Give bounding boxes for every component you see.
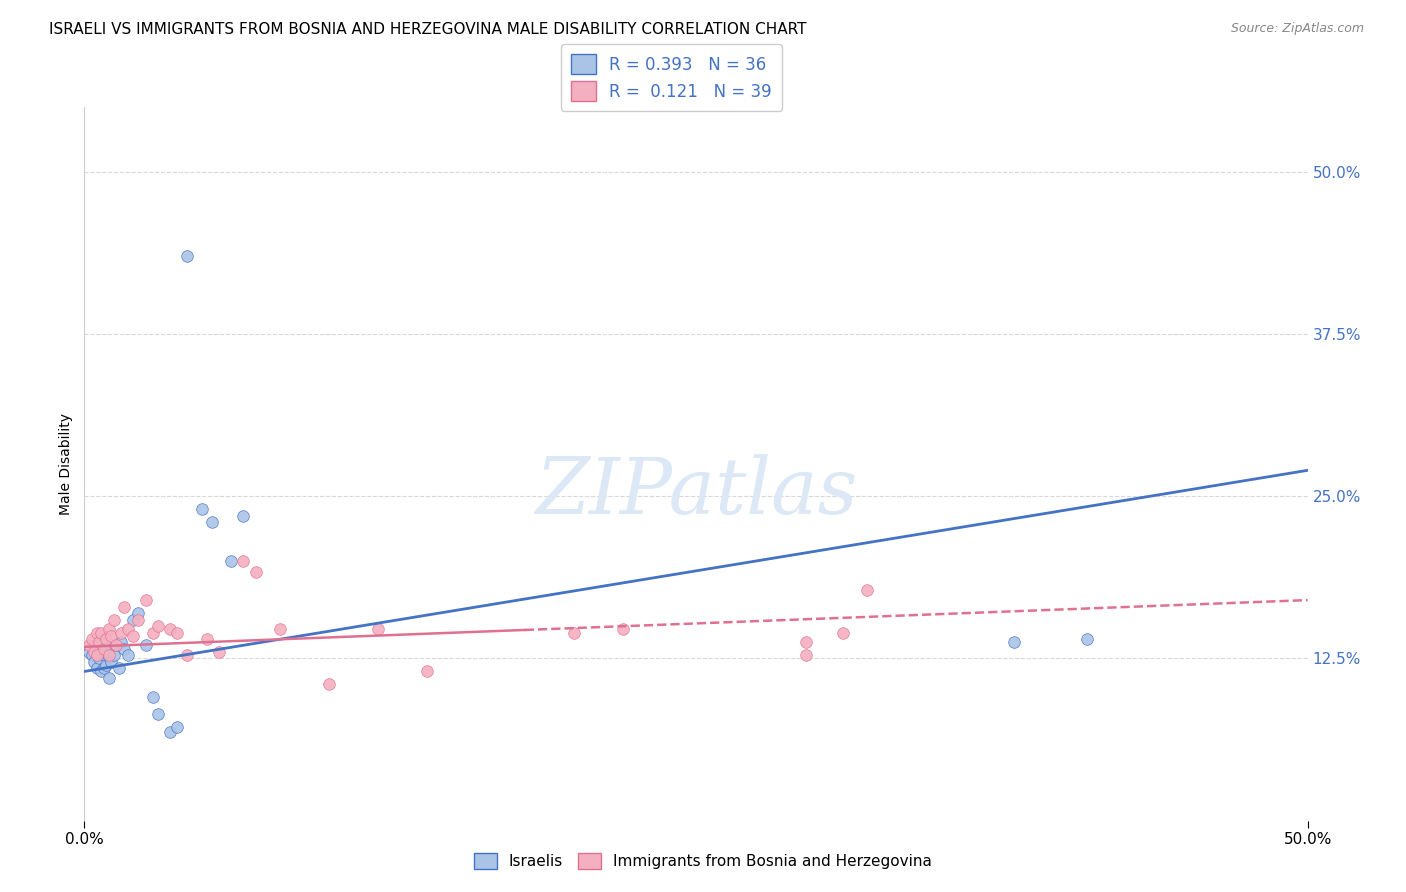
- Point: [200, 515, 222, 529]
- Point: [269, 622, 291, 636]
- Point: [245, 565, 267, 579]
- Point: [86, 625, 108, 640]
- Point: [831, 625, 853, 640]
- Point: [103, 648, 125, 662]
- Legend: R = 0.393   N = 36, R =  0.121   N = 39: R = 0.393 N = 36, R = 0.121 N = 39: [561, 44, 782, 112]
- Point: [232, 554, 254, 568]
- Point: [166, 625, 188, 640]
- Point: [87, 651, 110, 665]
- Point: [100, 629, 122, 643]
- Point: [105, 639, 128, 653]
- Point: [103, 613, 125, 627]
- Point: [195, 632, 218, 646]
- Point: [159, 622, 181, 636]
- Point: [191, 502, 214, 516]
- Point: [83, 645, 105, 659]
- Point: [117, 648, 139, 662]
- Point: [135, 593, 157, 607]
- Point: [80, 632, 103, 646]
- Point: [856, 582, 879, 597]
- Point: [416, 665, 439, 679]
- Point: [96, 632, 118, 646]
- Point: [318, 677, 340, 691]
- Point: [127, 606, 149, 620]
- Point: [208, 645, 231, 659]
- Text: ZIPatlas: ZIPatlas: [534, 454, 858, 531]
- Text: Source: ZipAtlas.com: Source: ZipAtlas.com: [1230, 22, 1364, 36]
- Point: [794, 648, 817, 662]
- Point: [1076, 632, 1098, 646]
- Point: [1002, 634, 1025, 648]
- Point: [80, 648, 103, 662]
- Point: [100, 656, 122, 670]
- Point: [77, 645, 100, 659]
- Point: [90, 642, 112, 657]
- Text: ISRAELI VS IMMIGRANTS FROM BOSNIA AND HERZEGOVINA MALE DISABILITY CORRELATION CH: ISRAELI VS IMMIGRANTS FROM BOSNIA AND HE…: [49, 22, 807, 37]
- Point: [176, 249, 198, 263]
- Point: [110, 634, 132, 648]
- Point: [110, 625, 132, 640]
- Point: [90, 665, 112, 679]
- Point: [86, 660, 108, 674]
- Point: [97, 648, 120, 662]
- Point: [97, 622, 120, 636]
- Point: [97, 671, 120, 685]
- Point: [142, 625, 165, 640]
- Point: [122, 613, 145, 627]
- Point: [112, 599, 135, 614]
- Point: [794, 634, 817, 648]
- Y-axis label: Male Disability: Male Disability: [59, 413, 73, 515]
- Point: [142, 690, 165, 705]
- Point: [562, 625, 585, 640]
- Point: [159, 725, 181, 739]
- Point: [86, 648, 108, 662]
- Point: [146, 619, 169, 633]
- Point: [93, 660, 115, 674]
- Point: [83, 656, 105, 670]
- Point: [112, 642, 135, 657]
- Point: [100, 639, 122, 653]
- Point: [117, 622, 139, 636]
- Point: [127, 613, 149, 627]
- Point: [105, 639, 128, 653]
- Point: [77, 639, 100, 653]
- Point: [176, 648, 198, 662]
- Point: [96, 657, 118, 672]
- Legend: Israelis, Immigrants from Bosnia and Herzegovina: Israelis, Immigrants from Bosnia and Her…: [468, 847, 938, 875]
- Point: [90, 625, 112, 640]
- Point: [107, 660, 129, 674]
- Point: [135, 639, 157, 653]
- Point: [219, 554, 242, 568]
- Point: [93, 648, 115, 662]
- Point: [87, 634, 110, 648]
- Point: [146, 707, 169, 722]
- Point: [122, 629, 145, 643]
- Point: [612, 622, 634, 636]
- Point: [97, 650, 120, 665]
- Point: [96, 642, 118, 657]
- Point: [86, 639, 108, 653]
- Point: [166, 720, 188, 734]
- Point: [93, 642, 115, 657]
- Point: [232, 508, 254, 523]
- Point: [367, 622, 389, 636]
